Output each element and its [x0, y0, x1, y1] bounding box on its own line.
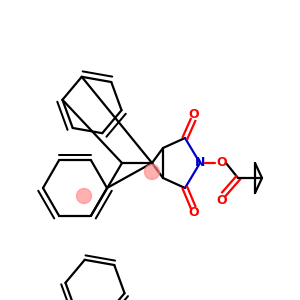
Text: O: O — [217, 157, 227, 169]
Text: O: O — [217, 194, 227, 206]
Text: O: O — [189, 107, 199, 121]
Text: O: O — [189, 206, 199, 220]
Circle shape — [145, 164, 160, 179]
Circle shape — [76, 188, 92, 203]
Text: N: N — [195, 157, 205, 169]
